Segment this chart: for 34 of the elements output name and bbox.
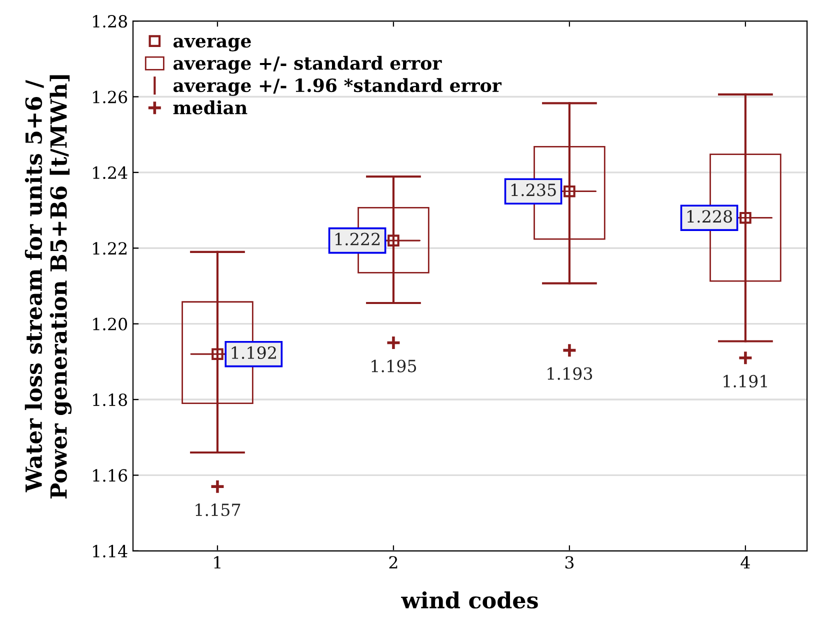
x-tick-label: 2 bbox=[389, 556, 398, 568]
data-label: 1.195 bbox=[372, 360, 416, 372]
legend-label: median bbox=[173, 100, 248, 114]
legend-label: average bbox=[173, 38, 251, 52]
y-tick-label: 1.16 bbox=[93, 469, 128, 482]
point bbox=[740, 212, 752, 224]
x-tick-label: 3 bbox=[565, 556, 574, 569]
y-tick-label: 1.26 bbox=[93, 90, 128, 104]
data-label: 1.193 bbox=[548, 367, 592, 380]
y-tick-label: 1.22 bbox=[93, 242, 127, 255]
point bbox=[738, 350, 754, 366]
y-tick-label: 1.24 bbox=[93, 166, 128, 180]
point bbox=[210, 478, 226, 494]
point bbox=[388, 234, 400, 246]
data-label: 1.228 bbox=[687, 210, 732, 223]
point bbox=[386, 335, 402, 350]
y-tick-label: 1.20 bbox=[93, 318, 128, 330]
x-axis-title: wind codes bbox=[401, 591, 538, 609]
y-tick-label: 1.18 bbox=[93, 393, 128, 406]
legend-label: average +/- 1.96 *standard error bbox=[173, 78, 502, 96]
data-label: 1.157 bbox=[196, 504, 240, 516]
point bbox=[562, 342, 578, 358]
x-tick-label: 4 bbox=[740, 556, 750, 568]
data-label: 1.222 bbox=[335, 232, 380, 246]
x-tick-label: 1 bbox=[214, 556, 220, 568]
point bbox=[212, 348, 224, 360]
legend-label: average +/- standard error bbox=[173, 56, 442, 74]
data-label: 1.191 bbox=[724, 374, 767, 388]
y-tick-label: 1.14 bbox=[93, 544, 128, 558]
point bbox=[564, 185, 576, 198]
data-label: 1.192 bbox=[232, 346, 276, 359]
y-tick-label: 1.28 bbox=[93, 15, 128, 28]
y-axis-title: Water loss stream for units 5+6 / Power generation B5+B6 [t/MWh] bbox=[24, 75, 72, 498]
data-label: 1.235 bbox=[511, 184, 556, 196]
